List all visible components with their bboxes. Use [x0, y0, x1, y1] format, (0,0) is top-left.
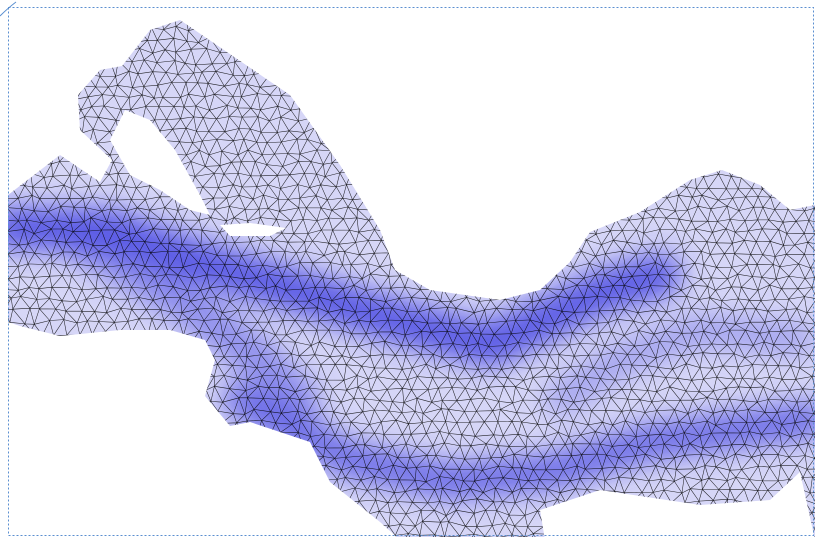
mesh-view	[0, 0, 815, 537]
page: (() => { const mesh = document.getElemen…	[0, 0, 815, 537]
